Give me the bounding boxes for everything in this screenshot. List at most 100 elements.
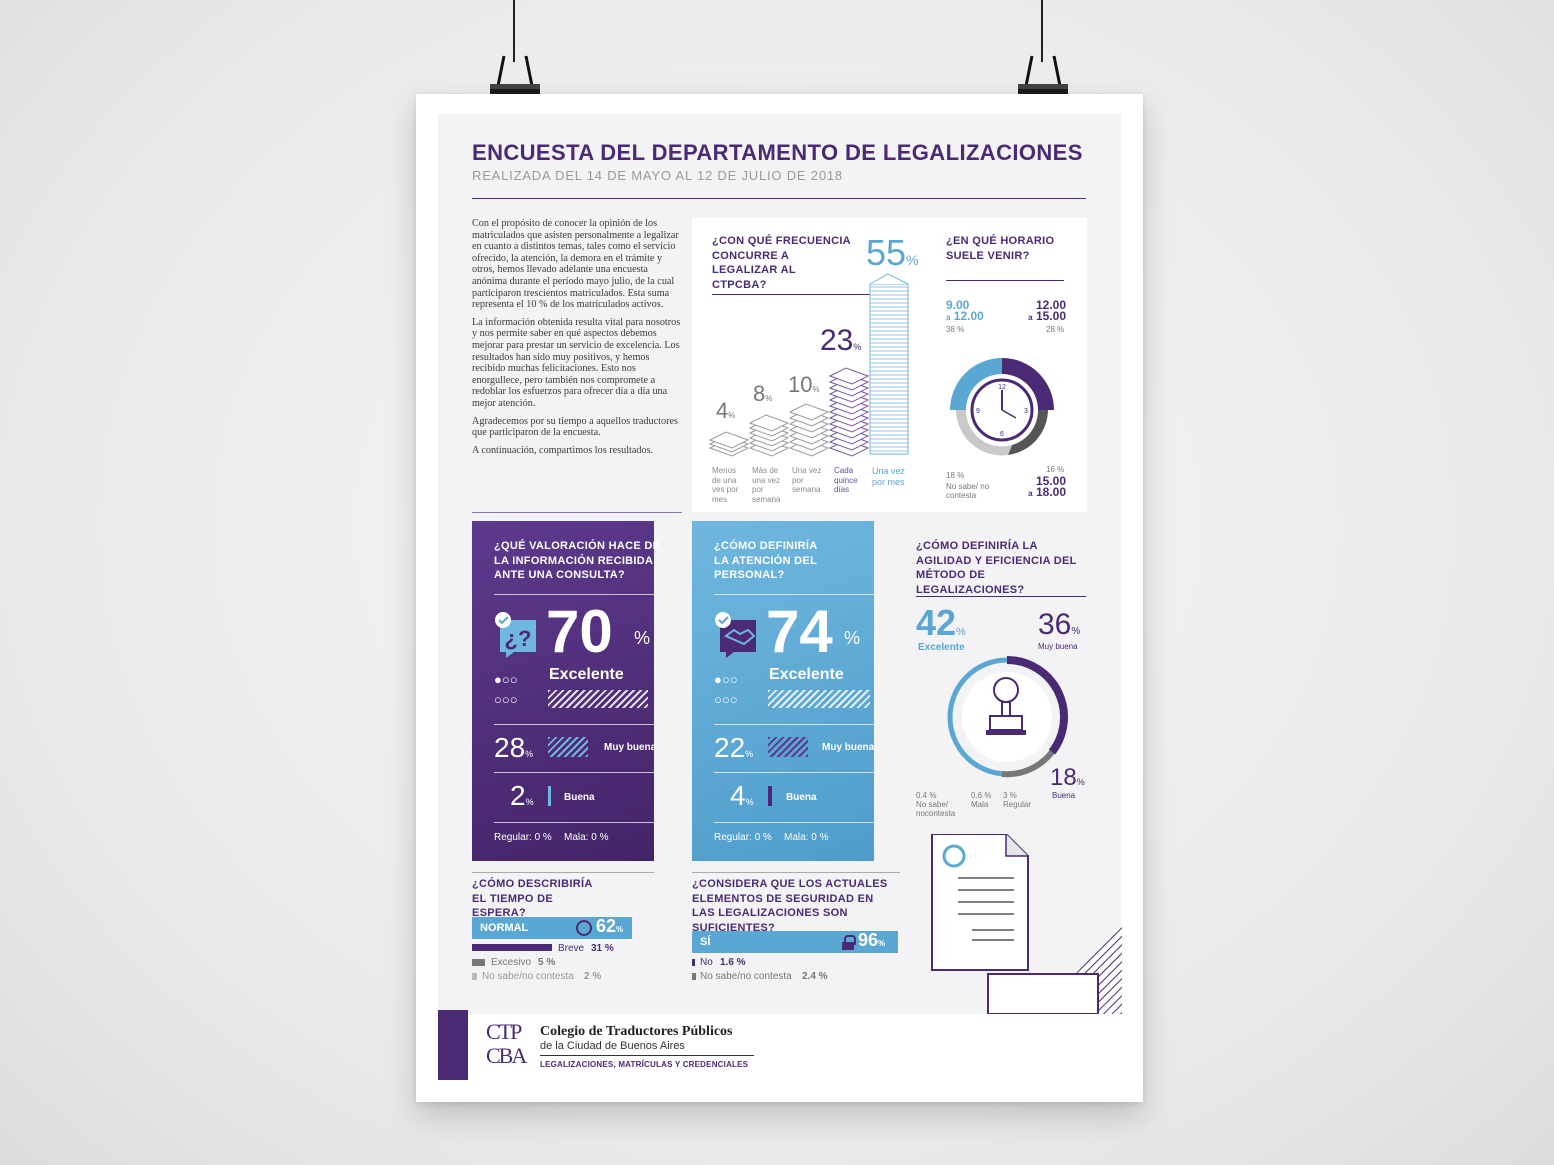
attention-card-divider-4: [714, 822, 878, 823]
schedule-slot-3: 15.00 a 18.00: [1028, 474, 1066, 499]
wait-excesivo-bar: [472, 959, 485, 966]
footer-divider: [540, 1055, 754, 1056]
info-main-pct: %: [634, 628, 651, 648]
security-ns-bar: [692, 973, 696, 980]
info-footer-mala: Mala: 0 %: [564, 832, 609, 843]
intro-paragraph-2: La información obtenida resulta vital pa…: [472, 316, 681, 409]
schedule-slot-4-label: No sabe/ no contesta: [946, 482, 990, 500]
info-card-divider-3: [494, 772, 658, 773]
intro-paragraph-4: A continuación, compartimos los resultad…: [472, 444, 654, 456]
info-people-icons: ●○○ ○○○: [494, 672, 518, 707]
wait-divider: [472, 872, 654, 873]
hanging-wire-right: [1041, 0, 1043, 62]
intro-text: Con el propósito de conocer la opinión d…: [472, 218, 682, 462]
attention-main-label: Excelente: [769, 666, 844, 683]
security-si-label: SÍ: [700, 936, 711, 948]
wait-ns-bar: [472, 973, 477, 980]
attention-handshake-icon: [715, 612, 756, 658]
wait-breve-value: 31 %: [591, 943, 614, 954]
info-footer-regular: Regular: 0 %: [494, 832, 552, 843]
wait-normal-label: NORMAL: [480, 922, 529, 934]
schedule-slot-2-pct: 28 %: [1046, 325, 1065, 334]
info-card-divider-1: [494, 594, 658, 595]
attention-r2-bar: [768, 737, 808, 757]
attention-footer-mala: Mala: 0 %: [784, 832, 829, 843]
agility-buena-value: 18%: [1050, 764, 1085, 791]
wait-question: ¿CÓMO DESCRIBIRÍA EL TIEMPO DE ESPERA?: [472, 878, 593, 919]
schedule-slot-2: 12.00 a 15.00: [1028, 298, 1066, 323]
attention-people-icons: ●○○ ○○○: [714, 672, 738, 707]
wait-normal-bar: [472, 917, 632, 939]
freq-value-5: 55%: [866, 232, 919, 273]
info-card-divider-4: [494, 822, 658, 823]
info-card-divider-2: [494, 724, 658, 725]
agility-donut-chart: [947, 656, 1068, 778]
attention-card-question: ¿CÓMO DEFINIRÍA LA ATENCIÓN DEL PERSONAL…: [714, 540, 818, 581]
info-r3-value: 2%: [510, 780, 534, 811]
attention-main-bar: [768, 690, 870, 708]
wait-breve-label: Breve: [558, 943, 585, 954]
info-r2-bar: [548, 737, 588, 757]
attention-footer-regular: Regular: 0 %: [714, 832, 772, 843]
info-card-question: ¿QUÉ VALORACIÓN HACE DE LA INFORMACIÓN R…: [494, 540, 661, 581]
clock-12-label: 12: [998, 384, 1006, 391]
wait-excesivo-value: 5 %: [538, 957, 556, 968]
frequency-paper-stacks: [708, 273, 909, 457]
agility-muybuena-value: 36%: [1038, 608, 1081, 641]
hanging-wire-left: [513, 0, 515, 62]
security-lock-body: [842, 942, 854, 950]
paper-stack-5: [869, 273, 909, 455]
attention-r2-label: Muy buena: [822, 742, 875, 753]
schedule-slot-1: 9.00 a 12.00: [946, 298, 984, 323]
security-no-label: No: [700, 957, 713, 968]
schedule-clock-donut: 12 3 6 9: [950, 358, 1054, 456]
security-divider: [692, 872, 900, 873]
info-r2-value: 28%: [494, 732, 534, 763]
paper-stack-4: [828, 367, 870, 457]
agility-excelente-label: Excelente: [918, 642, 965, 653]
info-r3-label: Buena: [564, 792, 595, 803]
agility-muybuena-label: Muy buena: [1038, 642, 1078, 651]
clock-6-label: 6: [1000, 431, 1004, 438]
agility-buena-label: Buena: [1052, 791, 1076, 800]
info-chat-icon: ¿?: [495, 612, 536, 658]
frequency-divider: [712, 294, 870, 295]
svg-text:¿?: ¿?: [505, 626, 532, 651]
wait-clock-icon: [576, 920, 592, 936]
attention-main-value: 74: [766, 598, 833, 665]
info-main-value: 70: [546, 598, 613, 665]
attention-card-divider-1: [714, 594, 878, 595]
attention-r2-value: 22%: [714, 732, 754, 763]
wait-excesivo-label: Excesivo: [491, 957, 532, 968]
org-name: Colegio de Traductores Públicos: [540, 1024, 733, 1039]
freq-label-2: Más de una vez por semana: [752, 466, 781, 504]
schedule-slot-4-pct: 18 %: [946, 471, 965, 480]
security-lock-icon: [844, 935, 856, 945]
intro-divider: [472, 512, 682, 513]
freq-value-2: 8%: [753, 381, 773, 406]
org-city: de la Ciudad de Buenos Aires: [540, 1040, 685, 1052]
security-no-value: 1.6 %: [720, 957, 746, 968]
paper-stack-1: [708, 431, 750, 457]
agility-divider: [916, 596, 1086, 597]
wait-ns-value: 2 %: [584, 971, 602, 982]
attention-r3-label: Buena: [786, 792, 817, 803]
attention-card-divider-3: [714, 772, 878, 773]
intro-paragraph-3: Agradecemos por su tiempo a aquellos tra…: [472, 415, 678, 439]
org-department: LEGALIZACIONES, MATRÍCULAS Y CREDENCIALE…: [540, 1060, 749, 1069]
schedule-question: ¿EN QUÉ HORARIO SUELE VENIR?: [946, 235, 1055, 262]
agility-ns: 0.4 % No sabe/ nocontesta: [916, 791, 956, 818]
freq-label-4: Cada quince días: [834, 466, 858, 494]
agility-excelente-value: 42%: [916, 602, 966, 643]
clock-9-label: 9: [976, 408, 980, 415]
freq-value-3: 10%: [788, 372, 820, 397]
agility-regular: 3 % Regular: [1003, 791, 1032, 809]
intro-paragraph-1: Con el propósito de conocer la opinión d…: [472, 218, 679, 311]
security-no-bar: [692, 959, 695, 966]
wait-normal-value: 62%: [596, 916, 624, 936]
logo-letters: CTPCBA: [486, 1019, 527, 1068]
footer-accent-bar: [438, 1010, 468, 1080]
freq-label-1: Menos de una ves por mes: [712, 466, 739, 504]
wait-breve-bar: [472, 944, 552, 951]
frequency-question: ¿CON QUÉ FRECUENCIA CONCURRE A LEGALIZAR…: [712, 235, 851, 291]
